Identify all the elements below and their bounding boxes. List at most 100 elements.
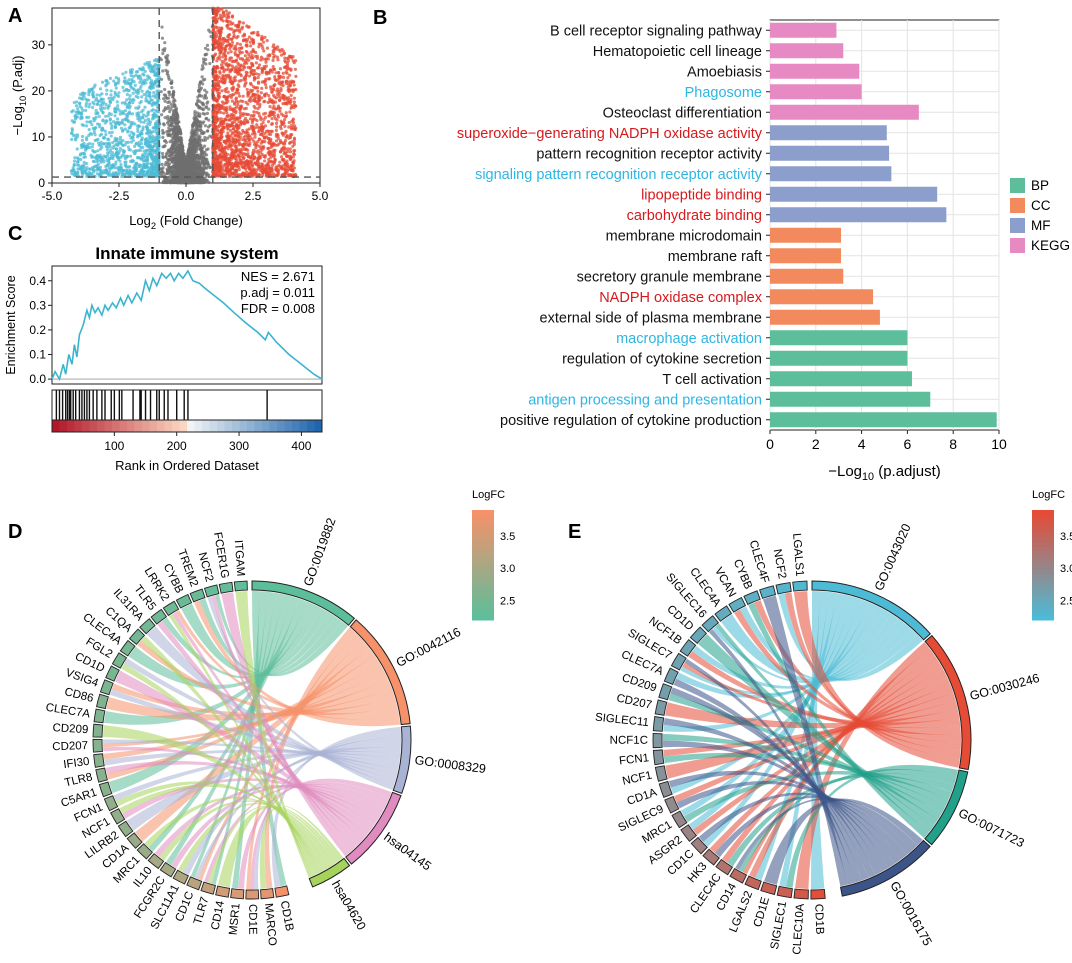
volcano-point [141,108,145,112]
volcano-point [167,129,172,133]
volcano-point [158,122,162,126]
volcano-point [76,107,80,111]
volcano-point [98,147,103,151]
volcano-point [236,164,240,168]
panel-label-a: A [8,5,22,27]
volcano-point [275,125,279,129]
volcano-point [131,169,136,174]
volcano-point [232,124,236,129]
volcano-point [251,150,255,155]
volcano-point [124,70,128,74]
volcano-point [193,164,197,168]
volcano-point [143,69,147,74]
volcano-point [138,132,142,136]
volcano-point [204,174,208,178]
volcano-point [292,83,296,87]
volcano-point [245,56,249,60]
volcano-point [277,98,282,103]
volcano-point [206,136,210,140]
volcano-point [95,102,100,106]
volcano-point [88,102,92,106]
volcano-point [169,107,173,111]
volcano-point [157,147,161,151]
volcano-point [173,171,177,175]
volcano-point [203,77,207,81]
volcano-point [283,138,288,143]
panel-label-b: B [373,7,387,29]
volcano-point [165,59,169,63]
volcano-point [230,40,235,45]
volcano-point [118,138,123,142]
volcano-point [151,81,155,85]
volcano-point [238,150,242,154]
volcano-point [150,67,154,71]
volcano-point [153,102,157,106]
volcano-point [118,135,123,139]
volcano-point [260,139,264,143]
volcano-point [123,123,127,127]
volcano-point [84,104,88,108]
volcano-point [196,98,200,102]
volcano-point [142,149,146,153]
volcano-point [248,40,252,44]
volcano-point [200,64,205,68]
volcano-point [251,98,255,103]
volcano-point [101,136,106,140]
volcano-point [163,87,167,92]
volcano-point [88,167,93,171]
volcano-point [203,88,207,92]
volcano-point [139,99,143,104]
volcano-point [134,70,138,74]
volcano-point [151,94,155,98]
volcano-point [236,23,240,27]
volcano-point [116,117,120,121]
volcano-point [226,51,230,55]
volcano-point [84,101,89,106]
volcano-point [126,81,130,86]
volcano-point [170,118,174,122]
volcano-point [76,160,80,164]
volcano-point [104,119,108,123]
volcano-point [82,144,86,148]
volcano-point [163,41,167,45]
volcano-point [111,140,115,145]
volcano-point [123,156,127,161]
volcano-point [79,114,83,118]
volcano-point [166,53,170,58]
volcano-point [99,132,104,136]
volcano-point [74,136,78,141]
volcano-point [224,89,228,94]
volcano-point [114,171,118,175]
volcano-point [218,51,222,56]
volcano-point [160,151,165,156]
volcano-point [151,134,155,138]
volcano-point [235,36,239,40]
volcano-point [278,67,283,71]
volcano-point [129,124,133,128]
volcano-point [274,71,278,75]
volcano-point [200,151,205,155]
volcano-series-ns [158,25,215,185]
volcano-point [114,86,118,90]
volcano-point [155,63,160,67]
volcano-point [241,138,245,142]
volcano-point [159,77,164,81]
volcano-point [128,101,132,105]
volcano-point [154,126,158,131]
volcano-point [199,127,203,131]
volcano-point [115,120,119,125]
volcano-point [118,112,122,116]
volcano-point [101,111,105,115]
volcano-point [127,97,131,101]
volcano-point [109,89,113,93]
volcano-point [203,112,207,116]
volcano-point [144,99,148,103]
volcano-point [126,140,130,145]
volcano-point [130,112,135,116]
volcano-point [169,102,173,106]
volcano-point [186,149,191,153]
volcano-point [148,167,152,171]
volcano-point [234,59,238,63]
volcano-point [172,112,176,116]
